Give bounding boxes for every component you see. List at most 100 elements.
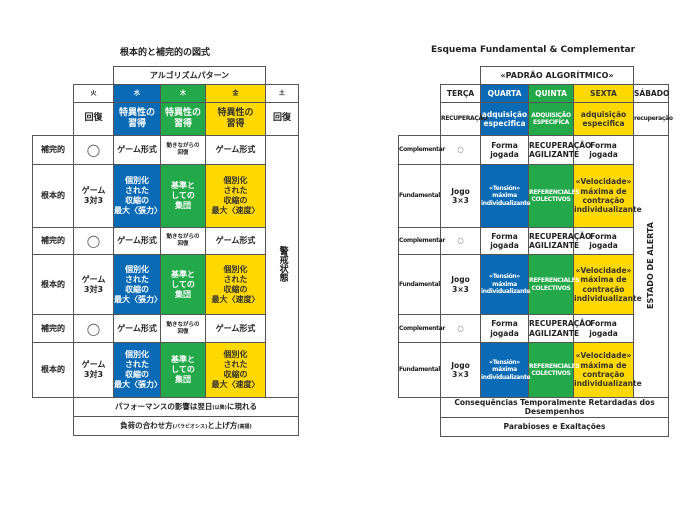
table-row: 補完的 ○ ゲーム形式 動きながらの 回復 ゲーム形式 警戒状態 bbox=[32, 135, 300, 398]
row-type-label: 補完的 bbox=[32, 227, 74, 255]
circle-icon: ○ bbox=[73, 227, 114, 255]
schema-cell: 個別化 された 収縮の 最大〈速度〉 bbox=[204, 164, 267, 228]
schema-cell: ゲーム形式 bbox=[204, 227, 267, 255]
alert-state-label-cell: 警戒状態 bbox=[265, 135, 300, 398]
alert-state-label: 警戒状態 bbox=[277, 246, 288, 283]
table-row: 補完的 ○ ゲーム形式 動きながらの 回復 ゲーム形式 bbox=[32, 314, 299, 343]
schema-cell: ゲーム形式 bbox=[113, 227, 161, 255]
schema-cell: RECUPERAÇÃO AGILIZANTE bbox=[528, 314, 591, 343]
table-row: Complementar ○ Forma jogada RECUPERAÇÃO AGI… bbox=[398, 135, 669, 398]
empty-cell bbox=[74, 67, 114, 85]
pattern-header-row: «PADRÃO ALGORÍTMICO» bbox=[399, 66, 669, 85]
empty-cell bbox=[634, 67, 669, 85]
table-row: 根本的 ゲーム 3対3 個別化 された 収縮の 最大〈張力〉 基準と しての 集団 個別… bbox=[32, 254, 299, 315]
schema-cell: ゲーム形式 bbox=[204, 135, 267, 165]
schema-cell: 基準と しての 集団 bbox=[160, 164, 206, 228]
session-type-cell: 回復 bbox=[73, 102, 114, 136]
alert-state-label-cell: ESTADO DE ALERTA bbox=[633, 135, 669, 398]
session-type-cell: 特異性の 習得 bbox=[204, 102, 267, 136]
footer-row: 負荷の合わせ方(パラビオシス)と上げ方(高揚) bbox=[33, 416, 300, 436]
table-row: Fundamental Jogo 3×3 «Tensión» máxima indi… bbox=[398, 254, 669, 315]
footer-note: 負荷の合わせ方(パラビオシス)と上げ方(高揚) bbox=[72, 416, 300, 436]
footer-text: 負荷の合わせ方 bbox=[120, 421, 173, 431]
schema-cell: «Velocidade» máxima de contração individ… bbox=[573, 342, 642, 398]
schema-cell: 動きながらの 回復 bbox=[160, 314, 206, 343]
empty-cell bbox=[33, 398, 74, 417]
empty-cell bbox=[441, 67, 481, 85]
schema-cell: «Tensión» máxima individualizante bbox=[480, 342, 531, 398]
schema-cell: «Velocidade» máxima de contração individ… bbox=[573, 164, 642, 228]
schema-cell: Forma jogada bbox=[573, 227, 634, 255]
row-type-label: Fundamental bbox=[398, 342, 441, 398]
circle-icon: ○ bbox=[440, 314, 481, 343]
schema-cell: ゲーム 3対3 bbox=[73, 254, 114, 315]
session-type-row: RECUPERAÇÃO adquisição especifica ADQUISIÇ… bbox=[399, 102, 673, 136]
row-type-label: Complementar bbox=[398, 227, 445, 255]
footer-text: と上げ方 bbox=[207, 421, 238, 431]
alert-state-label: ESTADO DE ALERTA bbox=[646, 221, 655, 309]
schema-cell: RECUPERAÇÃO AGILIZANTE bbox=[528, 227, 591, 255]
empty-cell bbox=[399, 67, 441, 85]
table-row: Fundamental Jogo 3×3 «Tensión» máxima indi… bbox=[398, 342, 669, 398]
row-type-label: 補完的 bbox=[32, 135, 74, 165]
footer-text: パフォーマンスの影響は翌日 bbox=[115, 402, 213, 412]
empty-cell bbox=[33, 417, 74, 436]
footer-text: Consequências Temporalmente Retardadas d… bbox=[454, 398, 655, 417]
session-type-cell: 特異性の 習得 bbox=[160, 102, 206, 136]
schema-cell: 個別化 された 収縮の 最大〈張力〉 bbox=[113, 342, 162, 398]
schema-cell: REFERENCIALES COLECTIVOS bbox=[528, 254, 580, 315]
footer-text: (高揚) bbox=[237, 424, 252, 431]
schema-cell: ゲーム 3対3 bbox=[73, 164, 114, 228]
empty-cell bbox=[399, 103, 441, 136]
schema-cell: ゲーム形式 bbox=[113, 135, 161, 165]
schema-cell: Forma jogada bbox=[480, 314, 529, 343]
portuguese-schema-table: «PADRÃO ALGORÍTMICO» TERÇA QUARTA QUINTA SEX… bbox=[398, 66, 673, 437]
footer-row: Consequências Temporalmente Retardadas d… bbox=[399, 397, 669, 418]
footer-note: パフォーマンスの影響は翌日(以降)に現れる bbox=[72, 397, 300, 417]
footer-text: Parabioses e Exaltações bbox=[503, 422, 606, 432]
footer-text: (以降) bbox=[212, 405, 227, 412]
day-header: QUARTA bbox=[480, 84, 529, 103]
session-type-cell: adquisição especifica bbox=[573, 102, 634, 136]
schema-cell: ゲーム形式 bbox=[204, 314, 267, 343]
day-header: SÁBADO bbox=[633, 84, 669, 103]
day-header: 木 bbox=[160, 84, 206, 103]
row-type-label: 根本的 bbox=[32, 254, 74, 315]
schema-cell: RECUPERAÇÃO AGILIZANTE bbox=[528, 135, 591, 165]
session-type-cell: ADQUISIÇÃO ESPECIFICA bbox=[528, 102, 574, 136]
empty-cell bbox=[399, 417, 441, 436]
day-header: QUINTA bbox=[528, 84, 574, 103]
algorithmic-pattern-header: アルゴリズムパターン bbox=[112, 66, 267, 85]
day-row: 火水木金土 bbox=[33, 84, 300, 103]
session-type-cell: RECUPERAÇÃO bbox=[440, 102, 488, 136]
day-header: 金 bbox=[204, 84, 267, 103]
schema-cell: ゲーム形式 bbox=[113, 314, 161, 343]
schema-cell: Forma jogada bbox=[480, 227, 529, 255]
row-type-label: 補完的 bbox=[32, 314, 74, 343]
footer-row: パフォーマンスの影響は翌日(以降)に現れる bbox=[33, 397, 300, 417]
footer-note: Consequências Temporalmente Retardadas d… bbox=[440, 397, 669, 418]
empty-cell bbox=[399, 85, 441, 103]
day-header: TERÇA bbox=[440, 84, 481, 103]
day-header: 火 bbox=[73, 84, 114, 103]
empty-cell bbox=[33, 67, 74, 85]
circle-icon: ○ bbox=[73, 135, 114, 165]
session-type-row: 回復 特異性の 習得 特異性の 習得 特異性の 習得 回復 bbox=[33, 102, 300, 136]
table-row: Complementar ○ Forma jogada RECUPERAÇÃO AGI… bbox=[398, 314, 669, 343]
row-type-label: Fundamental bbox=[398, 254, 441, 315]
day-header: 水 bbox=[113, 84, 161, 103]
footer-note: Parabioses e Exaltações bbox=[440, 416, 669, 437]
empty-cell bbox=[33, 85, 74, 103]
japanese-schema-table: アルゴリズムパターン火水木金土回復 特異性の 習得 特異性の 習得 特異性の 習得 回復… bbox=[32, 66, 300, 436]
footer-row: Parabioses e Exaltações bbox=[399, 416, 669, 437]
schema-cell: 動きながらの 回復 bbox=[160, 227, 206, 255]
schema-cell: REFERENCIALES COLECTIVOS bbox=[528, 164, 580, 228]
schema-cell: Forma jogada bbox=[573, 135, 634, 165]
day-row: TERÇA QUARTA QUINTA SEXTA SÁBADO bbox=[399, 84, 669, 103]
session-type-cell: 特異性の 習得 bbox=[113, 102, 161, 136]
schema-cell: 個別化 された 収縮の 最大〈張力〉 bbox=[113, 164, 162, 228]
table-row: Complementar ○ Forma jogada RECUPERAÇÃO AGI… bbox=[398, 227, 669, 255]
empty-cell bbox=[399, 398, 441, 418]
row-type-label: 根本的 bbox=[32, 342, 74, 398]
schema-cell: Jogo 3×3 bbox=[440, 164, 481, 228]
